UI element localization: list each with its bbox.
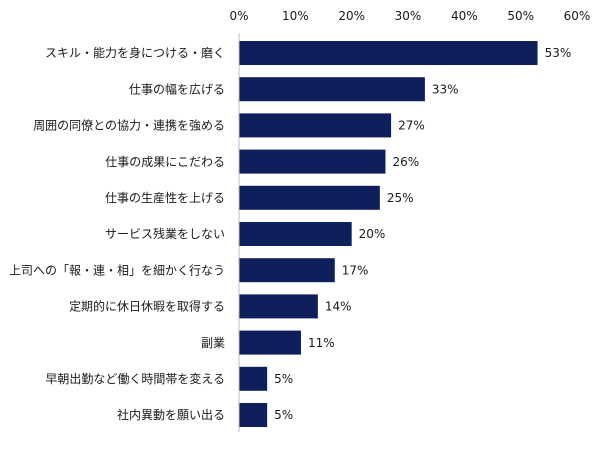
category-label: 周囲の同僚との協力・連携を強める xyxy=(33,118,225,133)
bar xyxy=(239,149,386,174)
bar xyxy=(239,258,335,283)
category-label: 上司への「報・連・相」を細かく行なう xyxy=(9,263,225,277)
bar xyxy=(239,185,380,210)
data-label: 33% xyxy=(432,82,459,96)
bar xyxy=(239,222,352,246)
data-label: 20% xyxy=(359,227,386,241)
bar xyxy=(239,330,301,355)
category-label: 社内異動を願い出る xyxy=(117,407,225,422)
bar xyxy=(239,41,538,65)
data-label: 11% xyxy=(308,336,335,350)
x-tick-label: 20% xyxy=(338,9,365,23)
x-tick-label: 10% xyxy=(282,9,309,23)
category-label: スキル・能力を身につける・磨く xyxy=(45,45,225,60)
x-tick-label: 40% xyxy=(451,9,478,23)
data-label: 27% xyxy=(398,119,425,133)
bar xyxy=(239,403,268,427)
x-tick-label: 0% xyxy=(229,9,248,23)
bar xyxy=(239,113,392,138)
x-axis-ticks: 0% 10% 20% 30% 40% 50% 60% xyxy=(229,9,590,23)
data-labels: 53% 33% 27% 26% 25% 20% 17% 14% 11% 5% 5% xyxy=(274,46,571,422)
data-label: 14% xyxy=(325,300,352,314)
data-label: 26% xyxy=(392,155,419,169)
data-label: 53% xyxy=(545,46,572,60)
category-label: サービス残業をしない xyxy=(105,227,225,241)
x-tick-label: 60% xyxy=(564,9,591,23)
category-labels: スキル・能力を身につける・磨く仕事の幅を広げる周囲の同僚との協力・連携を強める仕… xyxy=(9,45,225,422)
data-label: 5% xyxy=(274,372,293,386)
category-label: 仕事の生産性を上げる xyxy=(105,190,225,205)
bar xyxy=(239,294,318,319)
bar xyxy=(239,77,425,102)
category-label: 仕事の成果にこだわる xyxy=(105,155,225,169)
category-label: 副業 xyxy=(201,336,225,350)
category-label: 定期的に休日休暇を取得する xyxy=(69,299,225,314)
bars xyxy=(239,41,538,427)
category-label: 仕事の幅を広げる xyxy=(129,81,225,96)
category-label: 早朝出勤など働く時間帯を変える xyxy=(45,371,225,386)
x-tick-label: 30% xyxy=(395,9,422,23)
data-label: 5% xyxy=(274,408,293,422)
x-tick-label: 50% xyxy=(507,9,534,23)
data-label: 17% xyxy=(342,263,369,277)
bar xyxy=(239,366,268,391)
data-label: 25% xyxy=(387,191,414,205)
